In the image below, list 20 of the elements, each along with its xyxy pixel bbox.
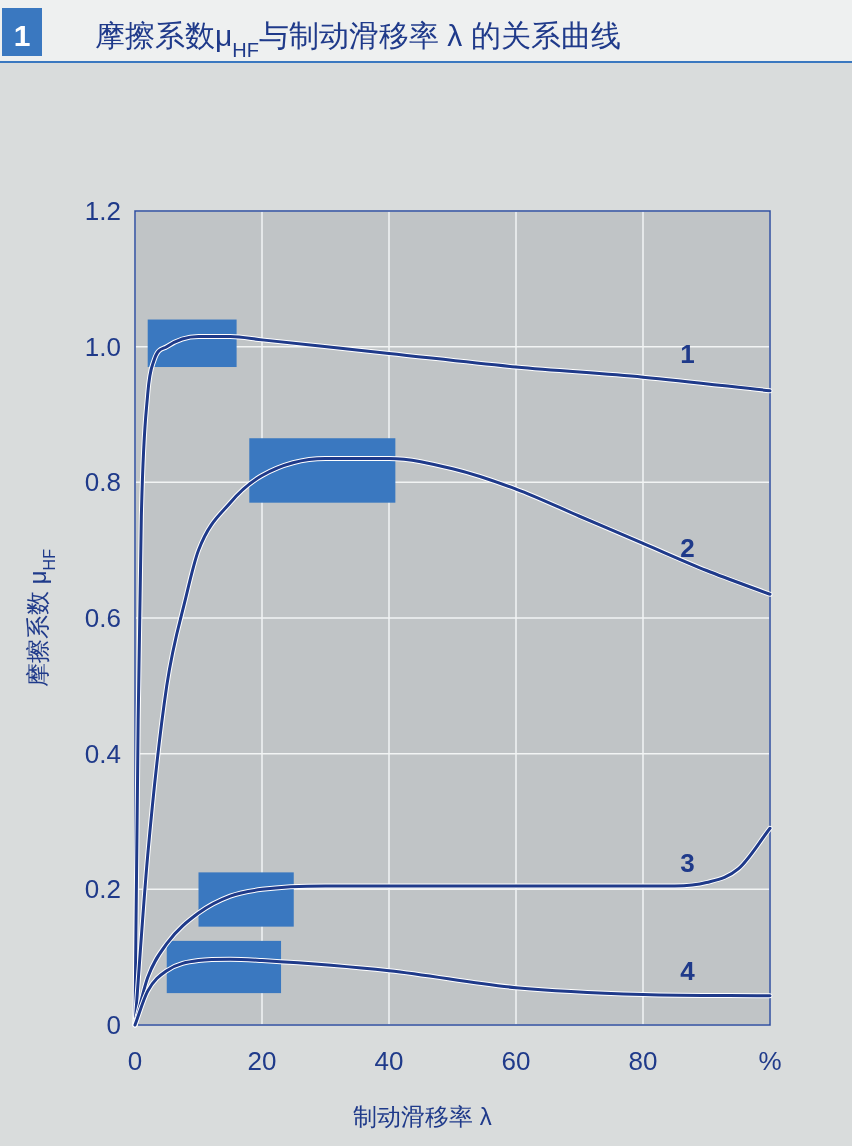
series-label: 1 xyxy=(680,339,695,370)
x-axis-title: 制动滑移率 λ xyxy=(353,1103,492,1130)
y-tick-label: 0.6 xyxy=(84,603,121,633)
y-tick-label: 0 xyxy=(106,1010,121,1040)
x-tick-label: 20 xyxy=(247,1046,277,1076)
y-tick-label: 0.2 xyxy=(84,874,121,905)
y-tick-label: 0.8 xyxy=(84,467,121,498)
series-label: 4 xyxy=(680,956,696,987)
y-tick-label: 1.0 xyxy=(84,331,121,362)
chart-title: 摩擦系数μ$_{HF}$与制动滑移率 λ 的关系曲线 xyxy=(95,19,621,61)
x-tick-label: 40 xyxy=(374,1046,404,1076)
y-tick-label: 1.2 xyxy=(84,196,121,226)
x-tick-label: 60 xyxy=(501,1046,531,1076)
series-label: 3 xyxy=(680,847,695,878)
series-label: 2 xyxy=(680,532,695,563)
x-tick-label: 0 xyxy=(127,1046,143,1076)
x-tick-label: % xyxy=(758,1046,782,1076)
y-tick-label: 0.4 xyxy=(84,738,121,769)
x-tick-label: 80 xyxy=(628,1046,658,1076)
text: 1 xyxy=(13,19,31,52)
